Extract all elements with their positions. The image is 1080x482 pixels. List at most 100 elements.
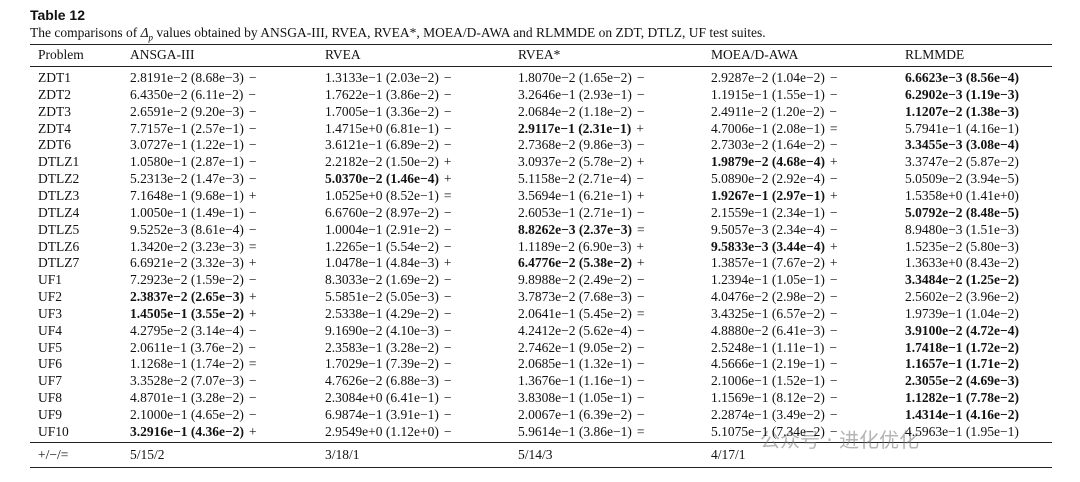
result-value: 3.3455e−3 (3.08e−4): [905, 137, 1019, 153]
result-cell: 3.3528e−2 (7.07e−3) −: [130, 373, 256, 389]
result-value: 6.6760e−2 (8.97e−2): [325, 204, 439, 220]
result-value: 8.8262e−3 (2.37e−3): [518, 221, 632, 237]
significance-sign: +: [830, 187, 838, 203]
result-value: 4.7626e−2 (6.88e−3): [325, 373, 439, 389]
result-cell: 4.8880e−2 (6.41e−3) −: [711, 323, 837, 339]
significance-sign: −: [636, 322, 645, 338]
significance-sign: −: [636, 103, 645, 119]
result-cell: 3.9100e−2 (4.72e−4): [905, 323, 1019, 339]
significance-sign: −: [829, 221, 838, 237]
result-value: 7.2923e−2 (1.59e−2): [130, 272, 244, 288]
result-value: 2.6591e−2 (9.20e−3): [130, 103, 244, 119]
result-cell: 2.6591e−2 (9.20e−3) −: [130, 104, 256, 120]
result-value: 4.0476e−2 (2.98e−2): [711, 289, 825, 305]
result-cell: 2.0641e−1 (5.45e−2) =: [518, 306, 644, 322]
result-cell: 4.5666e−1 (2.19e−1) −: [711, 356, 837, 372]
result-value: 1.7622e−1 (3.86e−2): [325, 86, 439, 102]
summary-label: +/−/=: [38, 447, 69, 462]
result-cell: 3.8308e−1 (1.05e−1) −: [518, 390, 644, 406]
problem-name: UF4: [38, 322, 63, 338]
result-value: 1.0050e−1 (1.49e−1): [130, 204, 244, 220]
result-cell: 5.9614e−1 (3.86e−1) =: [518, 424, 644, 440]
column-header: RVEA*: [518, 47, 561, 62]
result-cell: 6.6623e−3 (8.56e−4): [905, 70, 1019, 86]
result-cell: 1.1207e−2 (1.38e−3): [905, 104, 1019, 120]
problem-name: DTLZ1: [38, 154, 80, 170]
result-value: 2.0685e−1 (1.32e−1): [518, 356, 632, 372]
significance-sign: −: [248, 171, 257, 187]
significance-sign: −: [443, 70, 452, 85]
result-value: 1.1657e−1 (1.71e−2): [905, 356, 1019, 372]
result-value: 3.2646e−1 (2.93e−1): [518, 86, 632, 102]
result-value: 2.3055e−2 (4.69e−3): [905, 373, 1019, 389]
result-value: 2.1559e−1 (2.34e−1): [711, 204, 825, 220]
result-value: 1.1207e−2 (1.38e−3): [905, 103, 1019, 119]
result-value: 7.1648e−1 (9.68e−1): [130, 187, 244, 203]
result-cell: 2.8191e−2 (8.68e−3) −: [130, 70, 256, 86]
significance-sign: −: [829, 137, 838, 153]
significance-sign: −: [829, 373, 838, 389]
result-value: 1.4505e−1 (3.55e−2): [130, 305, 244, 321]
significance-sign: −: [443, 390, 452, 406]
result-value: 6.4350e−2 (6.11e−2): [130, 86, 244, 102]
result-cell: 2.9549e+0 (1.12e+0) −: [325, 424, 451, 440]
problem-name: DTLZ6: [38, 238, 80, 254]
result-value: 1.0004e−1 (2.91e−2): [325, 221, 439, 237]
result-cell: 2.3055e−2 (4.69e−3): [905, 373, 1019, 389]
result-value: 2.1000e−1 (4.65e−2): [130, 407, 244, 422]
result-value: 1.3857e−1 (7.67e−2): [711, 255, 825, 271]
result-value: 2.5338e−1 (4.29e−2): [325, 305, 439, 321]
significance-sign: −: [829, 356, 838, 372]
result-cell: 9.5833e−3 (3.44e−4) +: [711, 239, 838, 255]
problem-name: DTLZ5: [38, 221, 80, 237]
significance-sign: +: [636, 154, 645, 170]
result-value: 2.2874e−1 (3.49e−2): [711, 407, 825, 422]
result-cell: 4.2412e−2 (5.62e−4) −: [518, 323, 644, 339]
result-cell: 1.2394e−1 (1.05e−1) −: [711, 272, 837, 288]
significance-sign: −: [636, 339, 645, 355]
result-cell: 1.4314e−1 (4.16e−2): [905, 407, 1019, 423]
result-cell: 2.5338e−1 (4.29e−2) −: [325, 306, 451, 322]
significance-sign: −: [248, 204, 257, 220]
significance-sign: +: [636, 120, 644, 136]
significance-sign: −: [636, 272, 645, 288]
result-cell: 2.3837e−2 (2.65e−3) +: [130, 289, 257, 305]
result-value: 3.0937e−2 (5.78e−2): [518, 154, 632, 170]
result-cell: 1.1268e−1 (1.74e−2) =: [130, 356, 256, 372]
result-value: 5.9614e−1 (3.86e−1): [518, 423, 632, 439]
significance-sign: −: [248, 339, 256, 355]
significance-sign: =: [248, 238, 257, 254]
result-cell: 9.8988e−2 (2.49e−2) −: [518, 272, 644, 288]
result-value: 6.4776e−2 (5.38e−2): [518, 255, 632, 271]
significance-sign: −: [443, 289, 452, 305]
result-cell: 3.4325e−1 (6.57e−2) −: [711, 306, 837, 322]
result-cell: 6.6921e−2 (3.32e−3) +: [130, 255, 256, 271]
significance-sign: +: [830, 154, 838, 170]
column-header: Problem: [38, 47, 84, 62]
column-header: RVEA: [325, 47, 361, 62]
rule: [30, 44, 1052, 45]
significance-sign: −: [443, 204, 452, 220]
result-cell: 1.1657e−1 (1.71e−2): [905, 356, 1019, 372]
result-value: 2.3583e−1 (3.28e−2): [325, 339, 439, 355]
result-value: 4.2412e−2 (5.62e−4): [518, 322, 632, 338]
result-value: 5.0792e−2 (8.48e−5): [905, 204, 1019, 220]
result-cell: 1.0478e−1 (4.84e−3) +: [325, 255, 451, 271]
result-value: 6.6921e−2 (3.32e−3): [130, 255, 244, 271]
result-cell: 2.1000e−1 (4.65e−2) −: [130, 407, 256, 423]
result-value: 3.3747e−2 (5.87e−2): [905, 154, 1019, 170]
significance-sign: =: [636, 423, 645, 439]
result-value: 3.6121e−1 (6.89e−2): [325, 137, 439, 153]
result-value: 2.9549e+0 (1.12e+0): [325, 423, 439, 439]
column-header: MOEA/D-AWA: [711, 47, 799, 62]
result-value: 2.5602e−2 (3.96e−2): [905, 289, 1019, 305]
significance-sign: −: [829, 103, 837, 119]
significance-sign: −: [443, 238, 452, 254]
result-cell: 1.0050e−1 (1.49e−1) −: [130, 205, 256, 221]
result-cell: 2.9287e−2 (1.04e−2) −: [711, 70, 837, 86]
result-value: 1.4715e+0 (6.81e−1): [325, 120, 439, 136]
significance-sign: −: [248, 390, 257, 406]
significance-sign: −: [829, 423, 838, 439]
significance-sign: −: [443, 407, 452, 422]
